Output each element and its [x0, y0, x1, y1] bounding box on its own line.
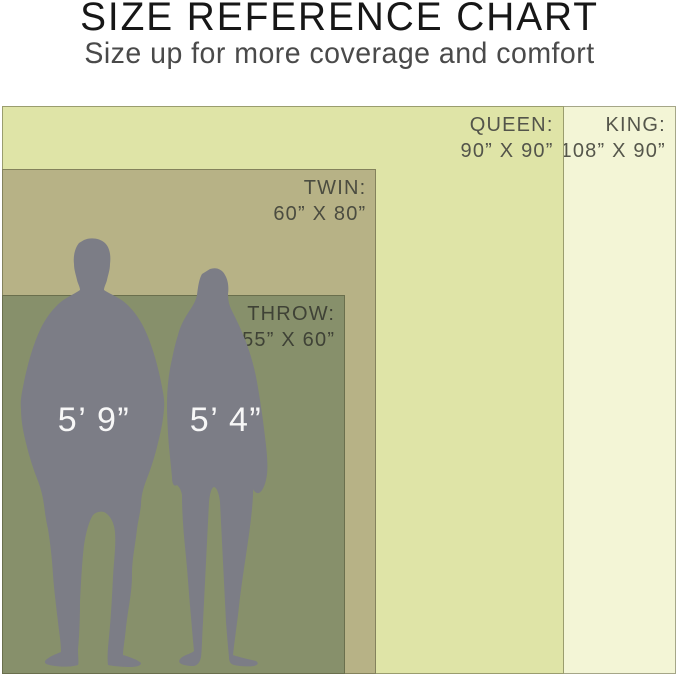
man-silhouette-icon: [20, 238, 165, 667]
queen-name: QUEEN:: [469, 113, 554, 136]
chart-header: SIZE REFERENCE CHART Size up for more co…: [0, 0, 679, 70]
king-dims: 108” X 90”: [560, 139, 666, 162]
queen-label: QUEEN: 90” X 90”: [461, 112, 554, 164]
page-title: SIZE REFERENCE CHART: [80, 0, 599, 39]
page-subtitle: Size up for more coverage and comfort: [84, 37, 595, 70]
throw-dims: 55” X 60”: [242, 329, 336, 352]
height-label-woman: 5’ 4”: [189, 401, 263, 439]
twin-name: TWIN:: [303, 177, 367, 200]
throw-label: THROW: 55” X 60”: [242, 301, 335, 353]
king-label: KING: 108” X 90”: [561, 112, 666, 164]
twin-label: TWIN: 60” X 80”: [273, 175, 366, 227]
twin-dims: 60” X 80”: [273, 203, 367, 226]
height-label-man: 5’ 9”: [57, 401, 131, 439]
queen-dims: 90” X 90”: [460, 139, 554, 162]
throw-name: THROW:: [247, 303, 336, 326]
woman-silhouette-icon: [167, 268, 268, 667]
king-name: KING:: [605, 113, 666, 136]
